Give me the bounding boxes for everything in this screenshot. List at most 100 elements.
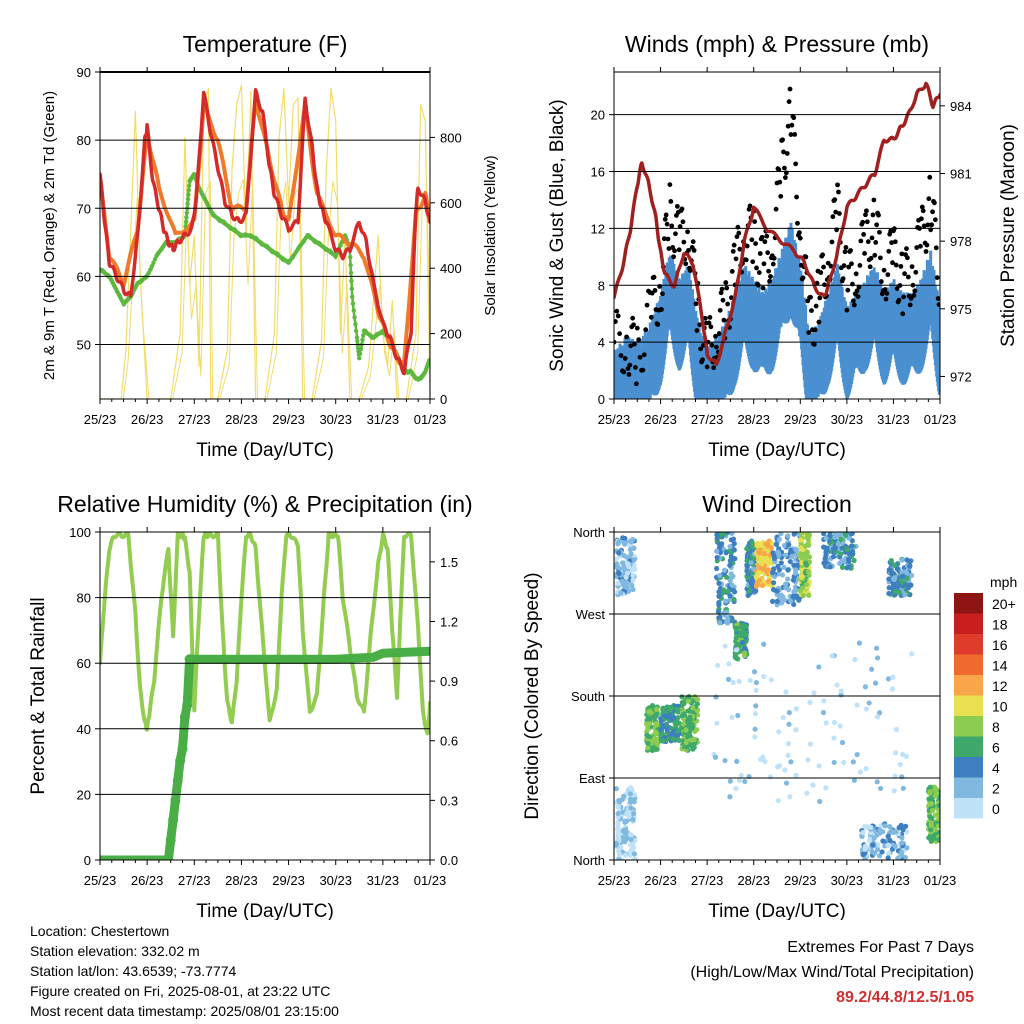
gust-point [797, 235, 803, 241]
direction-point [715, 662, 721, 669]
gust-point [842, 249, 848, 255]
direction-point [845, 564, 852, 570]
gust-point [791, 115, 797, 121]
x-axis-label: Time (Day/UTC) [196, 901, 334, 920]
legend-label: 4 [992, 760, 1000, 776]
gust-point [719, 286, 725, 292]
y-tick-label: 50 [77, 338, 91, 353]
direction-point [759, 582, 765, 589]
direction-point [775, 798, 781, 804]
gust-point [716, 331, 722, 337]
direction-point [810, 782, 816, 788]
direction-point [877, 785, 884, 792]
recent-timestamp: Most recent data timestamp: 2025/08/01 2… [30, 1003, 339, 1019]
legend-swatch [954, 736, 983, 757]
direction-point [839, 739, 846, 746]
direction-point [619, 560, 626, 566]
gust-point [892, 239, 898, 245]
direction-point [831, 759, 837, 766]
direction-point [783, 552, 789, 558]
direction-point [791, 588, 797, 595]
direction-point [670, 736, 676, 742]
direction-point [885, 855, 891, 860]
direction-point [782, 767, 788, 773]
direction-point [729, 714, 735, 721]
x-tick-label: 27/23 [178, 412, 211, 427]
gust-point [632, 341, 637, 347]
direction-point [660, 738, 666, 744]
gust-point [750, 259, 756, 265]
direction-point [839, 558, 845, 564]
direction-point [869, 848, 875, 855]
gust-point [923, 249, 929, 254]
gust-point [622, 356, 628, 361]
gust-point [626, 372, 632, 377]
direction-point [834, 682, 840, 688]
precip-point [175, 755, 186, 766]
direction-point [727, 544, 733, 550]
direction-point [630, 586, 636, 593]
panel-2: Winds (mph) & Pressure (mb) Time (Day/UTC… [547, 31, 1019, 461]
direction-point [753, 703, 759, 709]
gust-point [679, 206, 685, 212]
direction-point [731, 596, 737, 603]
direction-point [653, 706, 660, 712]
direction-point [753, 687, 759, 693]
direction-point [786, 710, 792, 716]
gust-point [706, 320, 712, 326]
gust-point [932, 200, 937, 206]
gust-point [921, 223, 927, 229]
gust-point [636, 337, 642, 343]
legend-label: 10 [992, 699, 1008, 715]
direction-point [650, 703, 656, 709]
x-tick-label: 30/23 [831, 873, 864, 888]
legend-swatch [954, 675, 983, 696]
gust-point [770, 261, 776, 267]
extremes-subtitle: (High/Low/Max Wind/Total Precipitation) [690, 964, 974, 981]
gust-point [825, 260, 831, 266]
gust-point [744, 243, 750, 249]
direction-point [658, 731, 664, 738]
x-axis-label: Time (Day/UTC) [708, 901, 846, 920]
gust-point [930, 209, 935, 215]
direction-point [775, 571, 781, 577]
gust-point [935, 296, 940, 301]
gust-point [877, 229, 882, 235]
gust-point [725, 301, 731, 307]
gust-point [634, 325, 640, 331]
direction-point [876, 853, 883, 859]
direction-point [839, 564, 846, 571]
direction-point [936, 813, 940, 819]
gust-point [628, 343, 634, 349]
direction-point [838, 688, 844, 694]
direction-point [886, 850, 892, 856]
gust-point [881, 267, 887, 273]
direction-point [776, 763, 782, 769]
gust-point [874, 222, 880, 228]
direction-point [903, 753, 909, 760]
direction-point [621, 540, 627, 546]
direction-point [891, 562, 898, 568]
dewpoint-point [357, 355, 362, 361]
direction-point [786, 721, 792, 727]
precip-point [163, 855, 174, 860]
precip-point [179, 711, 190, 722]
direction-point [788, 759, 794, 765]
direction-point [727, 794, 733, 800]
direction-point [624, 810, 630, 816]
direction-point [816, 763, 822, 769]
direction-point [645, 725, 651, 732]
direction-point [738, 633, 744, 639]
gust-point [615, 313, 621, 319]
direction-point [661, 713, 668, 719]
gust-point [728, 295, 734, 301]
direction-point [805, 757, 811, 763]
gust-point [911, 293, 917, 298]
direction-point [673, 723, 679, 730]
x-tick-label: 31/23 [367, 873, 400, 888]
direction-point [785, 567, 791, 573]
x-axis-label: Time (Day/UTC) [196, 440, 334, 461]
x-tick-label: 29/23 [784, 873, 817, 888]
direction-point [854, 751, 860, 758]
direction-point [714, 720, 720, 726]
